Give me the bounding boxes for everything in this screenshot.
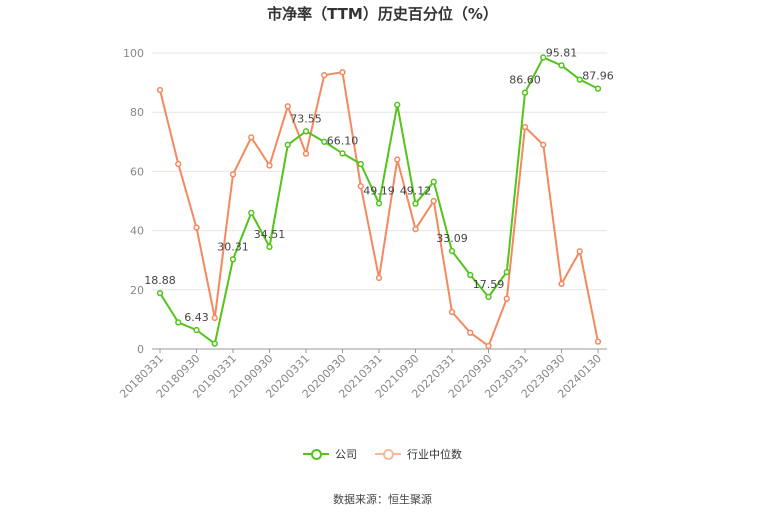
legend-label-industry-median: 行业中位数 (407, 448, 462, 461)
data-label: 6.43 (184, 311, 209, 324)
data-point-industry-median (558, 280, 565, 288)
legend-swatch-company (303, 448, 329, 460)
data-source: 数据来源：恒生聚源 (333, 493, 432, 506)
data-point-company (302, 128, 310, 135)
data-point-company (339, 150, 346, 157)
y-tick-label: 20 (130, 284, 144, 297)
data-point-company (412, 200, 419, 207)
chart-title: 市净率（TTM）历史百分位（%） (267, 5, 498, 23)
data-label: 86.60 (509, 74, 541, 87)
data-point-industry-median (485, 342, 492, 350)
data-point-company (467, 271, 474, 279)
data-point-industry-median (394, 156, 401, 163)
data-label: 30.31 (217, 240, 249, 253)
data-point-industry-median (175, 160, 182, 168)
data-point-company (229, 256, 237, 263)
data-point-company (521, 89, 529, 96)
data-point-company (375, 200, 383, 207)
data-point-industry-median (284, 103, 291, 110)
y-tick-label: 100 (123, 47, 144, 60)
data-point-industry-median (412, 225, 419, 233)
data-point-company (211, 340, 218, 347)
data-point-industry-median (540, 141, 547, 148)
data-point-company (485, 293, 492, 301)
data-label: 49.19 (363, 184, 395, 197)
data-point-industry-median (576, 248, 583, 255)
data-point-company (156, 289, 164, 297)
data-point-industry-median (521, 123, 529, 131)
data-point-company (576, 76, 583, 83)
data-point-company (394, 101, 401, 108)
data-label: 73.55 (290, 112, 322, 125)
data-point-industry-median (375, 274, 383, 282)
data-point-industry-median (339, 69, 346, 76)
legend-label-company: 公司 (335, 448, 357, 461)
data-label: 49.12 (400, 185, 432, 198)
data-label: 17.59 (473, 278, 505, 291)
data-point-industry-median (503, 295, 510, 302)
data-label: 95.81 (546, 46, 578, 59)
data-point-industry-median (321, 72, 328, 79)
data-point-industry-median (448, 308, 456, 316)
data-point-industry-median (193, 224, 200, 231)
data-point-industry-median (430, 197, 437, 205)
data-point-industry-median (266, 162, 273, 169)
data-point-company (321, 138, 328, 145)
data-point-company (284, 141, 291, 148)
data-point-company (594, 85, 602, 92)
y-tick-label: 60 (130, 165, 144, 178)
legend: 公司 行业中位数 (0, 446, 765, 462)
y-tick-label: 0 (137, 343, 144, 356)
data-point-industry-median (211, 314, 218, 322)
data-point-company (448, 247, 456, 255)
data-point-company (193, 326, 200, 334)
data-point-industry-median (467, 329, 474, 336)
data-point-industry-median (357, 183, 364, 190)
data-point-company (503, 268, 510, 276)
data-label: 18.88 (144, 274, 176, 287)
data-point-industry-median (248, 134, 255, 141)
data-label: 34.51 (254, 228, 286, 241)
data-label: 66.10 (327, 134, 359, 147)
data-point-company (430, 178, 437, 185)
data-point-company (266, 243, 273, 251)
data-label: 33.09 (436, 232, 468, 245)
data-point-company (175, 319, 182, 326)
data-point-company (540, 54, 547, 61)
data-point-company (558, 62, 565, 69)
data-point-company (357, 160, 364, 168)
data-label: 87.96 (582, 70, 614, 83)
series-line-industry-median (159, 71, 599, 347)
data-point-industry-median (229, 171, 237, 178)
data-point-industry-median (302, 150, 310, 157)
chart-plot: 0204060801002018033120180930201903312019… (117, 46, 614, 400)
legend-item-company[interactable]: 公司 (303, 446, 357, 462)
legend-item-industry-median[interactable]: 行业中位数 (375, 446, 462, 462)
legend-swatch-industry-median (375, 448, 401, 460)
y-tick-label: 40 (130, 225, 144, 238)
data-point-industry-median (156, 86, 164, 94)
data-point-industry-median (594, 338, 602, 345)
data-point-company (248, 209, 255, 216)
y-tick-label: 80 (130, 106, 144, 119)
